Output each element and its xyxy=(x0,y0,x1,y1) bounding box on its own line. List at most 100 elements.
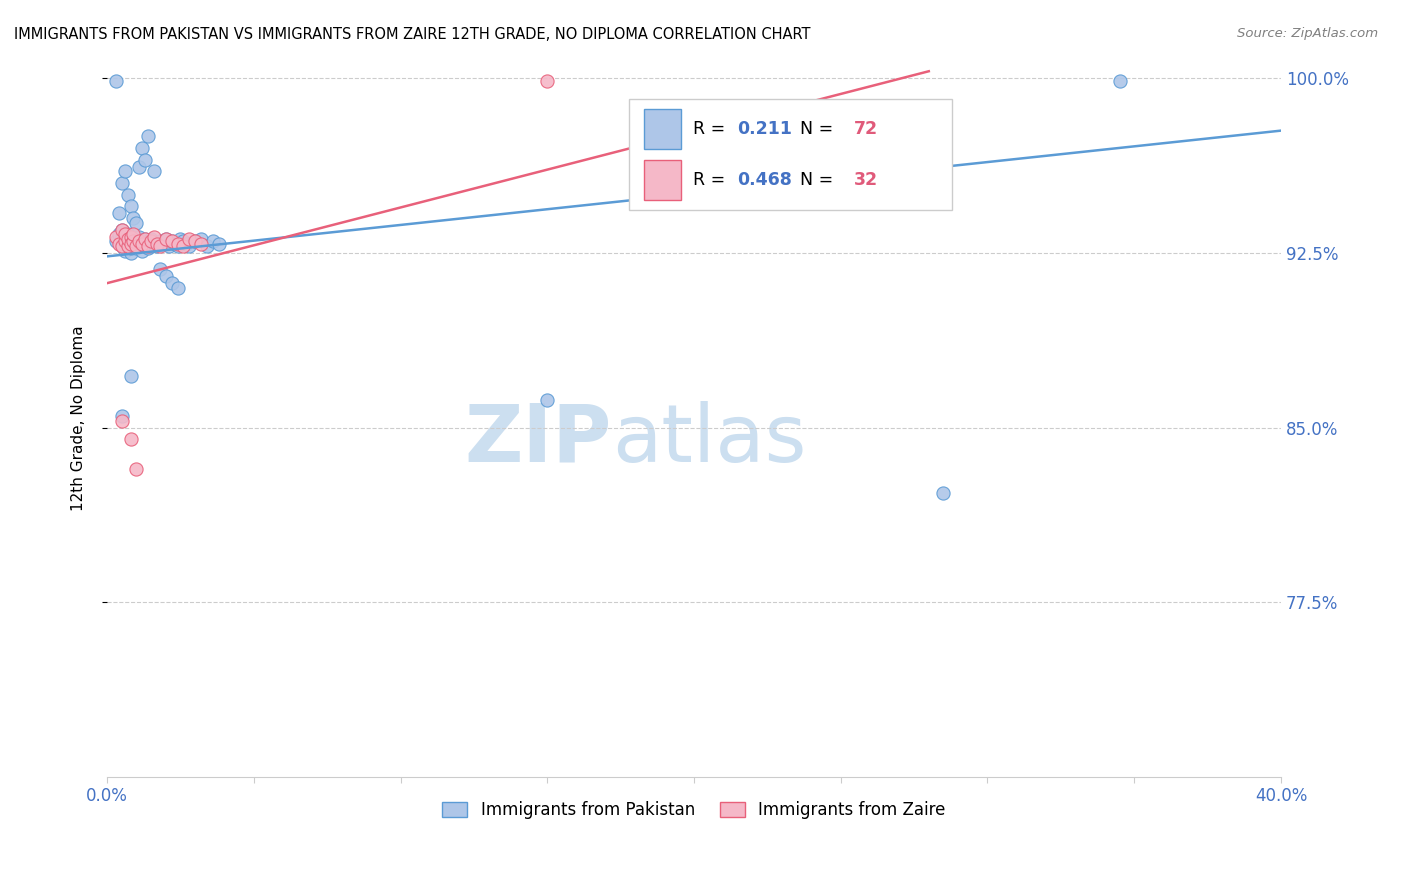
Point xyxy=(108,227,131,242)
Point xyxy=(195,239,218,253)
Point xyxy=(155,269,177,284)
Text: IMMIGRANTS FROM PAKISTAN VS IMMIGRANTS FROM ZAIRE 12TH GRADE, NO DIPLOMA CORRELA: IMMIGRANTS FROM PAKISTAN VS IMMIGRANTS F… xyxy=(14,27,811,42)
Point xyxy=(111,239,134,253)
Point xyxy=(143,236,166,251)
Point xyxy=(120,199,142,213)
Point xyxy=(155,232,177,246)
Point xyxy=(131,141,153,155)
Point xyxy=(120,236,142,251)
Point xyxy=(136,129,159,144)
Point xyxy=(131,244,153,258)
Point xyxy=(122,227,145,242)
Text: 72: 72 xyxy=(853,120,877,138)
Point xyxy=(120,229,142,244)
Point xyxy=(125,462,148,476)
Y-axis label: 12th Grade, No Diploma: 12th Grade, No Diploma xyxy=(72,326,86,511)
Point xyxy=(536,392,558,407)
Point xyxy=(111,229,134,244)
Point xyxy=(134,239,156,253)
Text: R =: R = xyxy=(693,171,731,189)
Point xyxy=(128,234,150,248)
Point xyxy=(125,241,148,255)
Point xyxy=(149,262,172,277)
Text: N =: N = xyxy=(789,120,839,138)
Point xyxy=(172,234,194,248)
Point xyxy=(114,244,136,258)
Text: 0.468: 0.468 xyxy=(738,171,793,189)
Point xyxy=(117,234,139,248)
Point xyxy=(146,236,169,251)
Point xyxy=(139,234,162,248)
Point xyxy=(184,234,207,248)
Legend: Immigrants from Pakistan, Immigrants from Zaire: Immigrants from Pakistan, Immigrants fro… xyxy=(436,795,952,826)
Point xyxy=(117,232,139,246)
Point xyxy=(136,234,159,248)
Point xyxy=(179,239,201,253)
Text: Source: ZipAtlas.com: Source: ZipAtlas.com xyxy=(1237,27,1378,40)
Point xyxy=(114,234,136,248)
Point xyxy=(134,232,156,246)
Point xyxy=(111,239,134,253)
Point xyxy=(131,236,153,251)
Point xyxy=(122,229,145,244)
Point xyxy=(111,176,134,190)
Point xyxy=(108,206,131,220)
Point xyxy=(190,232,212,246)
Point xyxy=(149,234,172,248)
Point xyxy=(149,239,172,253)
Point xyxy=(125,236,148,251)
Point xyxy=(120,241,142,255)
Point xyxy=(172,239,194,253)
FancyBboxPatch shape xyxy=(630,99,952,211)
Point xyxy=(111,409,134,423)
Point xyxy=(120,236,142,251)
Point xyxy=(136,239,159,253)
Point xyxy=(125,216,148,230)
Point xyxy=(117,239,139,253)
Point xyxy=(160,276,183,290)
Point xyxy=(128,234,150,248)
Point xyxy=(163,236,186,251)
Point xyxy=(122,211,145,225)
Point xyxy=(120,369,142,384)
Point xyxy=(157,239,180,253)
Point xyxy=(201,234,224,248)
Point xyxy=(114,164,136,178)
Point xyxy=(166,236,188,251)
Point xyxy=(207,236,229,251)
Point xyxy=(166,239,188,253)
Text: 0.211: 0.211 xyxy=(738,120,793,138)
Point xyxy=(128,229,150,244)
Point xyxy=(111,222,134,236)
Point xyxy=(120,246,142,260)
Point xyxy=(139,239,162,253)
Point xyxy=(117,227,139,242)
Point xyxy=(169,232,191,246)
Point xyxy=(120,229,142,244)
Text: ZIP: ZIP xyxy=(464,401,612,479)
Point xyxy=(125,232,148,246)
Point xyxy=(104,234,127,248)
Text: N =: N = xyxy=(789,171,839,189)
Point xyxy=(134,153,156,167)
Point xyxy=(117,187,139,202)
Point xyxy=(104,229,127,244)
Point xyxy=(120,432,142,446)
Point xyxy=(136,241,159,255)
Point xyxy=(184,234,207,248)
Point xyxy=(114,236,136,251)
Point xyxy=(117,239,139,253)
Point xyxy=(155,232,177,246)
Point xyxy=(122,234,145,248)
FancyBboxPatch shape xyxy=(644,161,681,200)
Point xyxy=(104,73,127,87)
Point xyxy=(179,232,201,246)
Point xyxy=(143,164,166,178)
Point xyxy=(152,236,174,251)
Point xyxy=(143,229,166,244)
Point xyxy=(122,234,145,248)
Point xyxy=(125,239,148,253)
Point xyxy=(932,485,955,500)
Point xyxy=(122,239,145,253)
Point xyxy=(128,239,150,253)
